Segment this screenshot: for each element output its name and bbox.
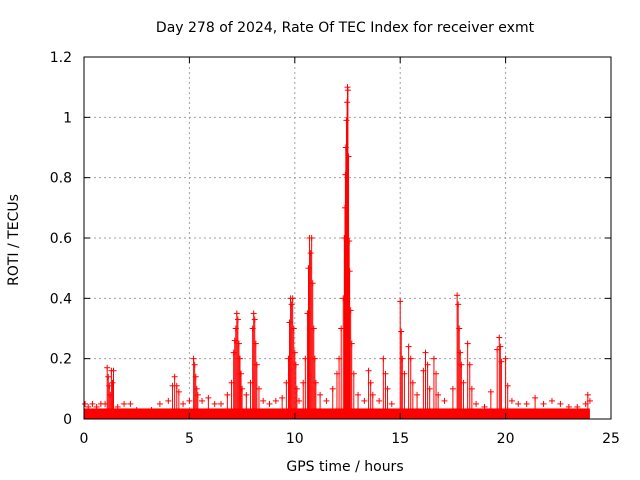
y-axis-title: ROTI / TECUs xyxy=(6,194,22,286)
data-point xyxy=(156,400,163,407)
x-tick-label: 15 xyxy=(391,431,409,447)
data-point xyxy=(186,397,193,404)
y-tick-label: 0.4 xyxy=(50,291,72,307)
data-point xyxy=(127,400,134,407)
data-point xyxy=(165,397,172,404)
data-point xyxy=(565,403,572,410)
data-point xyxy=(515,400,522,407)
y-tick-label: 1.2 xyxy=(50,50,72,66)
dense-baseline-band xyxy=(84,408,590,419)
chart-title: Day 278 of 2024, Rate Of TEC Index for r… xyxy=(156,20,535,36)
data-point xyxy=(133,406,140,413)
y-tick-label: 0.2 xyxy=(50,352,72,368)
x-tick-labels: 0 5 10 15 20 25 xyxy=(80,431,620,447)
y-tick-label: 0.6 xyxy=(50,231,72,247)
baseline-band xyxy=(84,408,590,419)
x-tick-label: 25 xyxy=(602,431,620,447)
data-point xyxy=(93,403,100,410)
y-tick-label: 0 xyxy=(63,412,72,428)
data-point xyxy=(260,397,267,404)
data-point xyxy=(441,397,448,404)
data-point xyxy=(473,400,480,407)
data-point xyxy=(218,400,225,407)
data-point xyxy=(121,400,128,407)
data-point xyxy=(388,400,395,407)
data-point xyxy=(148,406,155,413)
x-tick-label: 5 xyxy=(185,431,194,447)
y-tick-labels: 0 0.2 0.4 0.6 0.8 1 1.2 xyxy=(50,50,72,428)
data-point xyxy=(540,400,547,407)
x-tick-label: 20 xyxy=(497,431,515,447)
data-point xyxy=(199,397,206,404)
x-tick-label: 10 xyxy=(286,431,304,447)
axis-ticks xyxy=(83,56,612,420)
data-point xyxy=(523,400,530,407)
x-tick-label: 0 xyxy=(80,431,89,447)
data-point xyxy=(272,397,279,404)
data-point xyxy=(376,397,383,404)
data-point xyxy=(323,397,330,404)
data-point xyxy=(266,400,273,407)
data-point xyxy=(140,409,147,416)
data-point xyxy=(82,400,89,407)
data-point xyxy=(114,403,121,410)
data-point xyxy=(508,397,515,404)
data-point xyxy=(574,403,581,410)
x-axis-title: GPS time / hours xyxy=(286,459,403,475)
y-tick-label: 0.8 xyxy=(50,171,72,187)
data-points xyxy=(82,84,593,416)
y-tick-label: 1 xyxy=(63,110,72,126)
data-point xyxy=(211,400,218,407)
data-point xyxy=(180,400,187,407)
data-point xyxy=(89,400,96,407)
data-point xyxy=(361,397,368,404)
data-point xyxy=(481,403,488,410)
data-point xyxy=(85,403,92,410)
data-point xyxy=(548,397,555,404)
data-point xyxy=(557,400,564,407)
